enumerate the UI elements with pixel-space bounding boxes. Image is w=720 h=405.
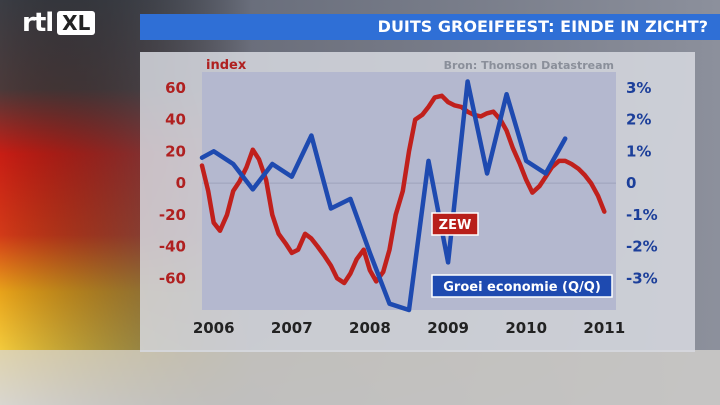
y-right-tick-label: -3%	[626, 269, 658, 287]
tick-layer: 60 40 20 0 -20 -40 -60 3% 2% 1% 0 -1% -2% -3% 2006 2007…	[159, 79, 658, 337]
left-axis-label: index	[206, 58, 247, 73]
y-right-tick-label: 1%	[626, 142, 651, 160]
logo-xl: XL	[57, 11, 96, 35]
chart-source: Bron: Thomson Datastream	[444, 59, 614, 72]
series-line-zew	[199, 93, 607, 286]
y-left-tick-label: -20	[159, 206, 186, 224]
y-right-tick-label: -1%	[626, 206, 658, 224]
series-layer	[199, 79, 607, 313]
y-left-tick-label: 20	[165, 142, 186, 160]
plot-area	[202, 72, 616, 310]
logo-rtl: rtl	[22, 8, 54, 38]
y-left-tick-label: 60	[165, 79, 186, 97]
y-right-tick-label: 2%	[626, 111, 651, 129]
y-left-tick-label: -60	[159, 269, 186, 287]
y-left-tick-label: 0	[176, 174, 186, 192]
legend-groei-label: Groei economie (Q/Q)	[443, 280, 601, 295]
legend-zew-label: ZEW	[439, 218, 472, 233]
legend-zew: ZEW	[431, 212, 479, 236]
x-tick-label: 2008	[349, 319, 391, 337]
x-tick-label: 2009	[427, 319, 469, 337]
page-title: DUITS GROEIFEEST: EINDE IN ZICHT?	[377, 17, 708, 36]
x-tick-label: 2010	[505, 319, 547, 337]
y-left-tick-label: 40	[165, 111, 186, 129]
series-line-groei	[199, 79, 568, 313]
rtlxl-logo: rtl XL	[22, 8, 96, 38]
legend-groei-box	[431, 274, 613, 298]
y-left-tick-label: -40	[159, 238, 186, 256]
y-right-tick-label: -2%	[626, 238, 658, 256]
legend-groei: Groei economie (Q/Q)	[431, 274, 613, 298]
x-tick-label: 2007	[271, 319, 313, 337]
y-right-tick-label: 3%	[626, 79, 651, 97]
title-bar: DUITS GROEIFEEST: EINDE IN ZICHT?	[140, 14, 720, 40]
x-tick-label: 2006	[193, 319, 235, 337]
x-tick-label: 2011	[583, 319, 625, 337]
legend-zew-box	[431, 212, 479, 236]
y-right-tick-label: 0	[626, 174, 636, 192]
